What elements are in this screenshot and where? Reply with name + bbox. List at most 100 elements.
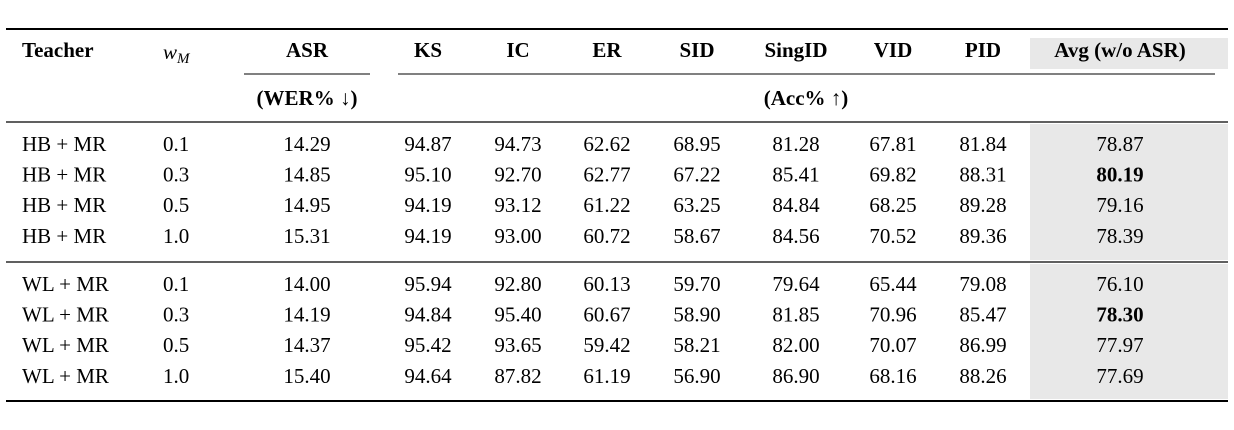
avg-shade	[1030, 264, 1228, 399]
cell: HB + MR	[22, 224, 106, 248]
cell: 61.22	[583, 193, 630, 217]
avg-shade	[1030, 124, 1228, 260]
cell: 77.69	[1096, 364, 1143, 388]
cell: 14.85	[283, 163, 330, 187]
column-header: SID	[679, 38, 714, 62]
cell: 14.95	[283, 193, 330, 217]
cell: 94.73	[494, 132, 541, 156]
cell: 0.3	[163, 303, 189, 327]
cell: 58.21	[673, 333, 720, 357]
cell: 14.37	[283, 333, 330, 357]
math-sub: M	[176, 51, 191, 67]
cell: 79.16	[1096, 193, 1143, 217]
cell: 80.19	[1096, 163, 1143, 187]
cell: 67.81	[869, 132, 916, 156]
cell: 14.00	[283, 272, 330, 296]
column-header: SingID	[764, 38, 827, 62]
cell: 68.95	[673, 132, 720, 156]
cell: 92.70	[494, 163, 541, 187]
cell: 95.40	[494, 303, 541, 327]
cell: 82.00	[772, 333, 819, 357]
cell: 81.84	[959, 132, 1007, 156]
cell: 68.16	[869, 364, 916, 388]
cell: 86.99	[959, 333, 1006, 357]
column-header: ASR	[286, 38, 329, 62]
cell: 62.77	[583, 163, 630, 187]
column-header: Avg (w/o ASR)	[1054, 38, 1185, 62]
cell: 94.64	[404, 364, 452, 388]
cell: 78.30	[1096, 303, 1143, 327]
cell: 92.80	[494, 272, 541, 296]
cell: 67.22	[673, 163, 720, 187]
cell: 68.25	[869, 193, 916, 217]
cell: 58.90	[673, 303, 720, 327]
cell: 79.64	[772, 272, 820, 296]
cell: 60.13	[583, 272, 630, 296]
cell: 93.65	[494, 333, 541, 357]
cell: 59.42	[583, 333, 630, 357]
asr-unit: (WER% ↓)	[257, 86, 358, 110]
cell: 81.28	[772, 132, 819, 156]
cell: HB + MR	[22, 132, 106, 156]
cell: 89.36	[959, 224, 1006, 248]
cell: 84.56	[772, 224, 819, 248]
cell: 81.85	[772, 303, 819, 327]
cell: 95.10	[404, 163, 451, 187]
cell: 0.3	[163, 163, 189, 187]
cell: 1.0	[163, 364, 189, 388]
cell: 59.70	[673, 272, 720, 296]
cell: 78.39	[1096, 224, 1143, 248]
cell: 79.08	[959, 272, 1006, 296]
cell: 87.82	[494, 364, 541, 388]
cell: 0.1	[163, 132, 189, 156]
column-header: VID	[874, 38, 913, 62]
cell: 94.84	[404, 303, 452, 327]
column-header: wM	[163, 40, 191, 68]
cell: HB + MR	[22, 193, 106, 217]
column-header: Teacher	[22, 38, 94, 62]
column-header: ER	[592, 38, 622, 62]
cell: 70.07	[869, 333, 916, 357]
cell: 70.96	[869, 303, 916, 327]
cell: 0.5	[163, 333, 189, 357]
cell: 93.00	[494, 224, 541, 248]
cell: 61.19	[583, 364, 630, 388]
cell: 77.97	[1096, 333, 1143, 357]
cell: 62.62	[583, 132, 630, 156]
cell: 58.67	[673, 224, 720, 248]
cell: WL + MR	[22, 333, 109, 357]
cell: 94.19	[404, 193, 451, 217]
cell: 70.52	[869, 224, 916, 248]
cell: 15.40	[283, 364, 330, 388]
column-header: KS	[414, 38, 442, 62]
cell: 88.26	[959, 364, 1006, 388]
cell: 1.0	[163, 224, 189, 248]
column-header: IC	[506, 38, 529, 62]
cell: 78.87	[1096, 132, 1143, 156]
cell: 69.82	[869, 163, 916, 187]
cell: 63.25	[673, 193, 720, 217]
cell: 93.12	[494, 193, 541, 217]
cell: 95.94	[404, 272, 452, 296]
cell: WL + MR	[22, 364, 109, 388]
cell: 85.47	[959, 303, 1006, 327]
cell: WL + MR	[22, 303, 109, 327]
cell: 14.29	[283, 132, 330, 156]
cell: 94.19	[404, 224, 451, 248]
cell: 88.31	[959, 163, 1006, 187]
cell: HB + MR	[22, 163, 106, 187]
cell: 85.41	[772, 163, 819, 187]
cell: 86.90	[772, 364, 819, 388]
cell: 60.67	[583, 303, 630, 327]
cell: 0.5	[163, 193, 189, 217]
avg-header-shade	[1030, 38, 1228, 69]
cell: 0.1	[163, 272, 189, 296]
cell: 14.19	[283, 303, 330, 327]
cell: 76.10	[1096, 272, 1143, 296]
cell: 94.87	[404, 132, 451, 156]
cell: 15.31	[283, 224, 330, 248]
math-base: w	[163, 40, 177, 64]
cell: 95.42	[404, 333, 451, 357]
